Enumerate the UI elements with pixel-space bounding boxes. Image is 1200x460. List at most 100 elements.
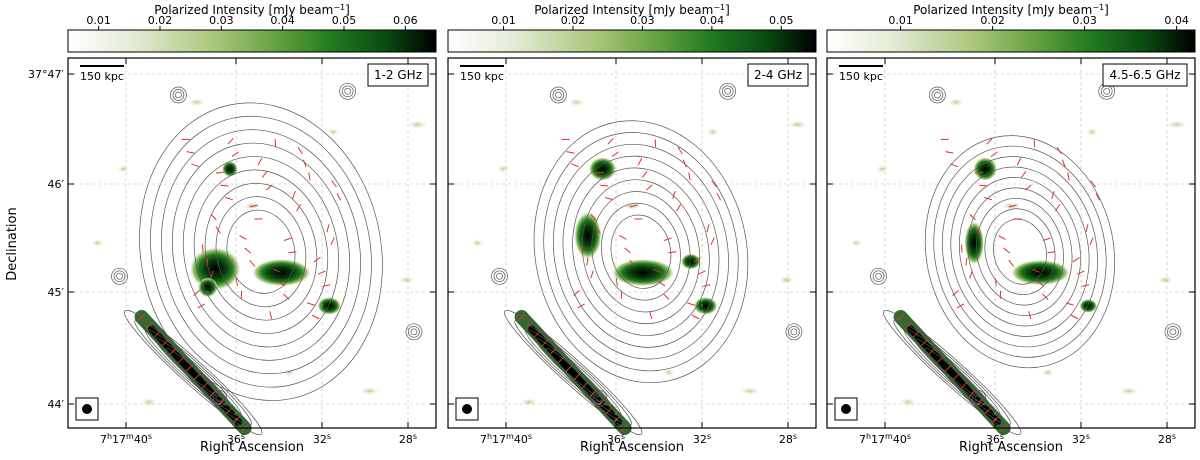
contour-level <box>958 177 1081 327</box>
polarization-vector <box>945 151 954 154</box>
contour-level <box>976 197 1064 306</box>
compact-source-contour <box>339 82 357 100</box>
ra-tick-label: 32s <box>313 432 331 447</box>
polarization-vector <box>577 303 585 309</box>
polarization-vectors <box>897 137 1101 432</box>
contour-level <box>933 145 1107 358</box>
panel-2: 0.01 0.02 0.03 0.04 0.05 Polarized Intensity … <box>447 3 817 455</box>
polarization-vector <box>201 381 209 389</box>
relic-core <box>528 325 623 426</box>
relic-contour <box>535 338 611 407</box>
compact-source-contour <box>870 267 887 285</box>
noise-patch <box>876 165 889 173</box>
polarization-vector <box>265 184 273 191</box>
scale-bar-label: 150 kpc <box>80 70 124 83</box>
ra-tick-label: 36s <box>607 432 625 447</box>
polarization-vector <box>969 213 976 221</box>
ra-tick-label: 28s <box>399 432 417 447</box>
noise-patch <box>398 276 415 284</box>
colorbar-tick-label: 0.01 <box>888 14 913 27</box>
polarization-vector <box>607 137 614 145</box>
polarization-vector <box>710 237 715 245</box>
contour-level <box>171 142 350 361</box>
polarization-vector <box>629 204 638 208</box>
compact-source-contour <box>172 89 185 101</box>
polarization-vector <box>185 364 193 372</box>
polarization-vector <box>557 356 565 364</box>
colorbar-tick-label: 0.02 <box>148 14 173 27</box>
polarization-vector <box>1042 293 1049 300</box>
polarization-vector <box>1095 192 1101 201</box>
ra-tick-label: 7h17m40s <box>480 432 532 447</box>
relic-core <box>907 325 1002 426</box>
beam-ellipse <box>841 404 851 414</box>
dec-tick-label: 46′ <box>48 178 65 191</box>
colorbar-tick-label: 0.04 <box>700 14 725 27</box>
polarization-vector <box>615 277 618 286</box>
noise-patch <box>850 239 863 247</box>
polarization-vector <box>716 192 722 201</box>
polarized-blob <box>680 253 701 270</box>
polarization-vector <box>169 347 177 355</box>
contour-level <box>967 187 1073 316</box>
polarization-vector <box>288 251 297 254</box>
compact-source-contour <box>595 395 603 402</box>
compact-source-contour <box>405 323 423 341</box>
polarization-vector <box>186 151 195 154</box>
polarized-blob <box>1010 259 1071 286</box>
noise-patch <box>778 276 795 284</box>
colorbar-tick-label: 0.06 <box>393 14 418 27</box>
ra-tick-label: 7h17m40s <box>859 432 911 447</box>
compact-source-contour <box>931 89 944 101</box>
total-intensity-contours <box>870 82 1182 436</box>
noise-patch <box>739 387 760 395</box>
panel-background <box>68 58 436 428</box>
panel-background <box>448 58 816 428</box>
polarization-vector <box>215 171 224 174</box>
compact-source-contour <box>1164 323 1182 341</box>
polarization-vector <box>637 157 643 166</box>
polarization-vector <box>302 159 307 168</box>
polarized-blob <box>221 161 238 177</box>
contour-level <box>182 156 340 348</box>
polarization-vector <box>976 399 984 406</box>
polarization-vector <box>663 237 672 242</box>
relic-contour <box>144 328 242 417</box>
polarization-vector <box>209 390 217 398</box>
polarization-vector <box>702 284 711 287</box>
contour-level <box>161 129 361 375</box>
polarization-vector <box>691 314 700 320</box>
contour-level <box>610 214 672 289</box>
polarization-vector <box>676 204 682 212</box>
contour-level <box>562 155 720 348</box>
colorbar-tick-label: 0.04 <box>270 14 295 27</box>
noise-patch <box>662 368 675 377</box>
polarization-vector <box>590 213 597 221</box>
polarization-vector <box>605 197 614 201</box>
polarization-vector <box>283 237 292 242</box>
contour-level <box>226 209 296 294</box>
ra-tick-label: 36s <box>227 432 245 447</box>
axis-ticks <box>448 58 816 428</box>
contour-level <box>533 120 749 384</box>
dec-tick-label: 45′ <box>48 286 65 299</box>
compact-source-contour <box>550 86 567 104</box>
polarization-vector <box>589 390 597 398</box>
polarization-vector <box>1070 314 1079 320</box>
colorbar: 0.01 0.02 0.03 0.04 Polarized Intensity [mJy… <box>826 3 1196 53</box>
polarization-vector <box>619 235 627 240</box>
compact-source-contour <box>175 91 182 99</box>
polarization-vector <box>992 416 1000 423</box>
polarization-vector <box>573 373 581 381</box>
polarization-vector <box>518 313 525 321</box>
polarization-vector <box>913 330 920 338</box>
polarization-vector <box>1076 270 1085 275</box>
polarization-vector <box>138 313 145 321</box>
polarization-vector <box>657 281 666 287</box>
polarization-vector <box>984 407 992 415</box>
polarization-vector <box>956 303 964 309</box>
polarization-vector <box>1061 159 1066 168</box>
polarization-vector <box>952 289 959 296</box>
compact-source-contour <box>1103 87 1111 95</box>
compact-source-contour <box>491 267 508 285</box>
